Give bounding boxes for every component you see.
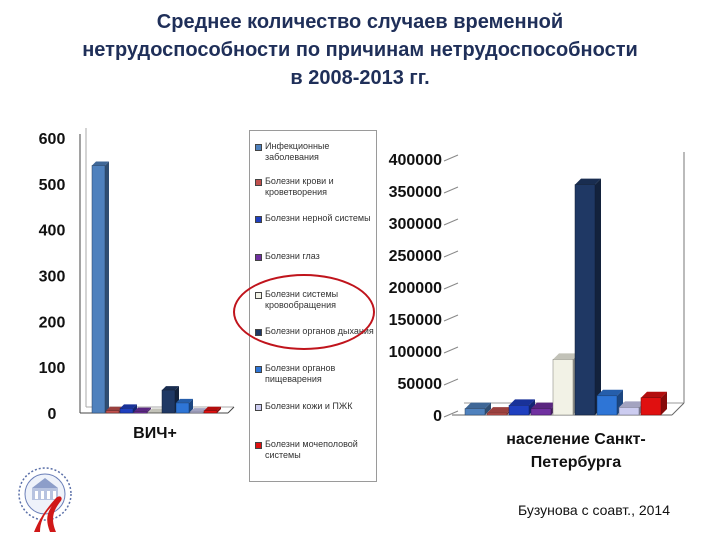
chart-hiv: 0 100 200 300 400 500 600 ВИЧ+ <box>39 128 235 442</box>
category-label-line-2: Петербурга <box>531 454 621 471</box>
category-label-line-1: население Санкт- <box>506 431 646 448</box>
legend-label: Болезни нерной системы <box>265 213 371 223</box>
bar-9 <box>203 406 221 414</box>
bar-1 <box>91 161 109 414</box>
legend-item: Болезни крови и кроветворения <box>255 176 377 198</box>
legend-swatch <box>255 216 262 223</box>
legend-item: Болезни нерной системы <box>255 213 377 224</box>
legend-item: Болезни мочеполовой системы <box>255 439 377 461</box>
legend-swatch <box>255 404 262 411</box>
legend-label: Инфекционные заболевания <box>265 141 330 162</box>
y-tick-label: 200000 <box>389 280 442 297</box>
bar-9 <box>640 391 667 416</box>
y-tick-label: 0 <box>48 406 57 423</box>
legend-label: Болезни органов пищеварения <box>265 363 336 384</box>
credit-text: Бузунова с соавт., 2014 <box>517 502 670 518</box>
title-line-2: нетрудоспособности по причинам нетрудосп… <box>82 39 638 61</box>
title-line-3: в 2008-2013 гг. <box>290 67 430 89</box>
legend-swatch <box>255 442 262 449</box>
y-tick-label: 200 <box>39 314 66 331</box>
legend-item: Инфекционные заболевания <box>255 141 377 163</box>
bar-6 <box>574 178 601 416</box>
legend-swatch <box>255 144 262 151</box>
y-tick-label: 300000 <box>389 216 442 233</box>
legend-label: Болезни крови и кроветворения <box>265 176 334 197</box>
legend-swatch <box>255 254 262 261</box>
bar-3 <box>508 399 535 416</box>
legend-item: Болезни кожи и ПЖК <box>255 401 377 412</box>
y-tick-label: 150000 <box>389 312 442 329</box>
y-tick-label: 100 <box>39 360 66 377</box>
legend-label: Болезни кожи и ПЖК <box>265 401 353 411</box>
bar-1 <box>464 402 491 416</box>
legend-swatch <box>255 179 262 186</box>
category-label: ВИЧ+ <box>133 425 177 442</box>
y-tick-label: 350000 <box>389 184 442 201</box>
organization-logo-icon <box>18 467 72 532</box>
bar-7 <box>175 398 193 414</box>
y-tick-label: 500 <box>39 177 66 194</box>
highlight-ellipse <box>233 274 375 350</box>
y-tick-label: 400 <box>39 223 66 240</box>
legend-item: Болезни глаз <box>255 251 377 262</box>
y-tick-label: 250000 <box>389 248 442 265</box>
y-tick-label: 50000 <box>398 376 443 393</box>
y-tick-label: 0 <box>433 408 442 425</box>
page-title: Среднее количество случаев временной нет… <box>0 8 720 92</box>
bar-3 <box>119 404 137 414</box>
y-tick-label: 400000 <box>389 152 442 169</box>
legend-swatch <box>255 366 262 373</box>
legend-label: Болезни мочеполовой системы <box>265 439 358 460</box>
bar-4 <box>133 407 151 414</box>
y-tick-label: 100000 <box>389 344 442 361</box>
y-tick-label: 600 <box>39 131 66 148</box>
legend-item: Болезни органов пищеварения <box>255 363 377 385</box>
legend-label: Болезни глаз <box>265 251 320 261</box>
y-tick-label: 300 <box>39 269 66 286</box>
title-line-1: Среднее количество случаев временной <box>156 11 564 33</box>
chart-spb: 0 50000 100000 150000 200000 250000 300000 3500… <box>389 152 685 471</box>
